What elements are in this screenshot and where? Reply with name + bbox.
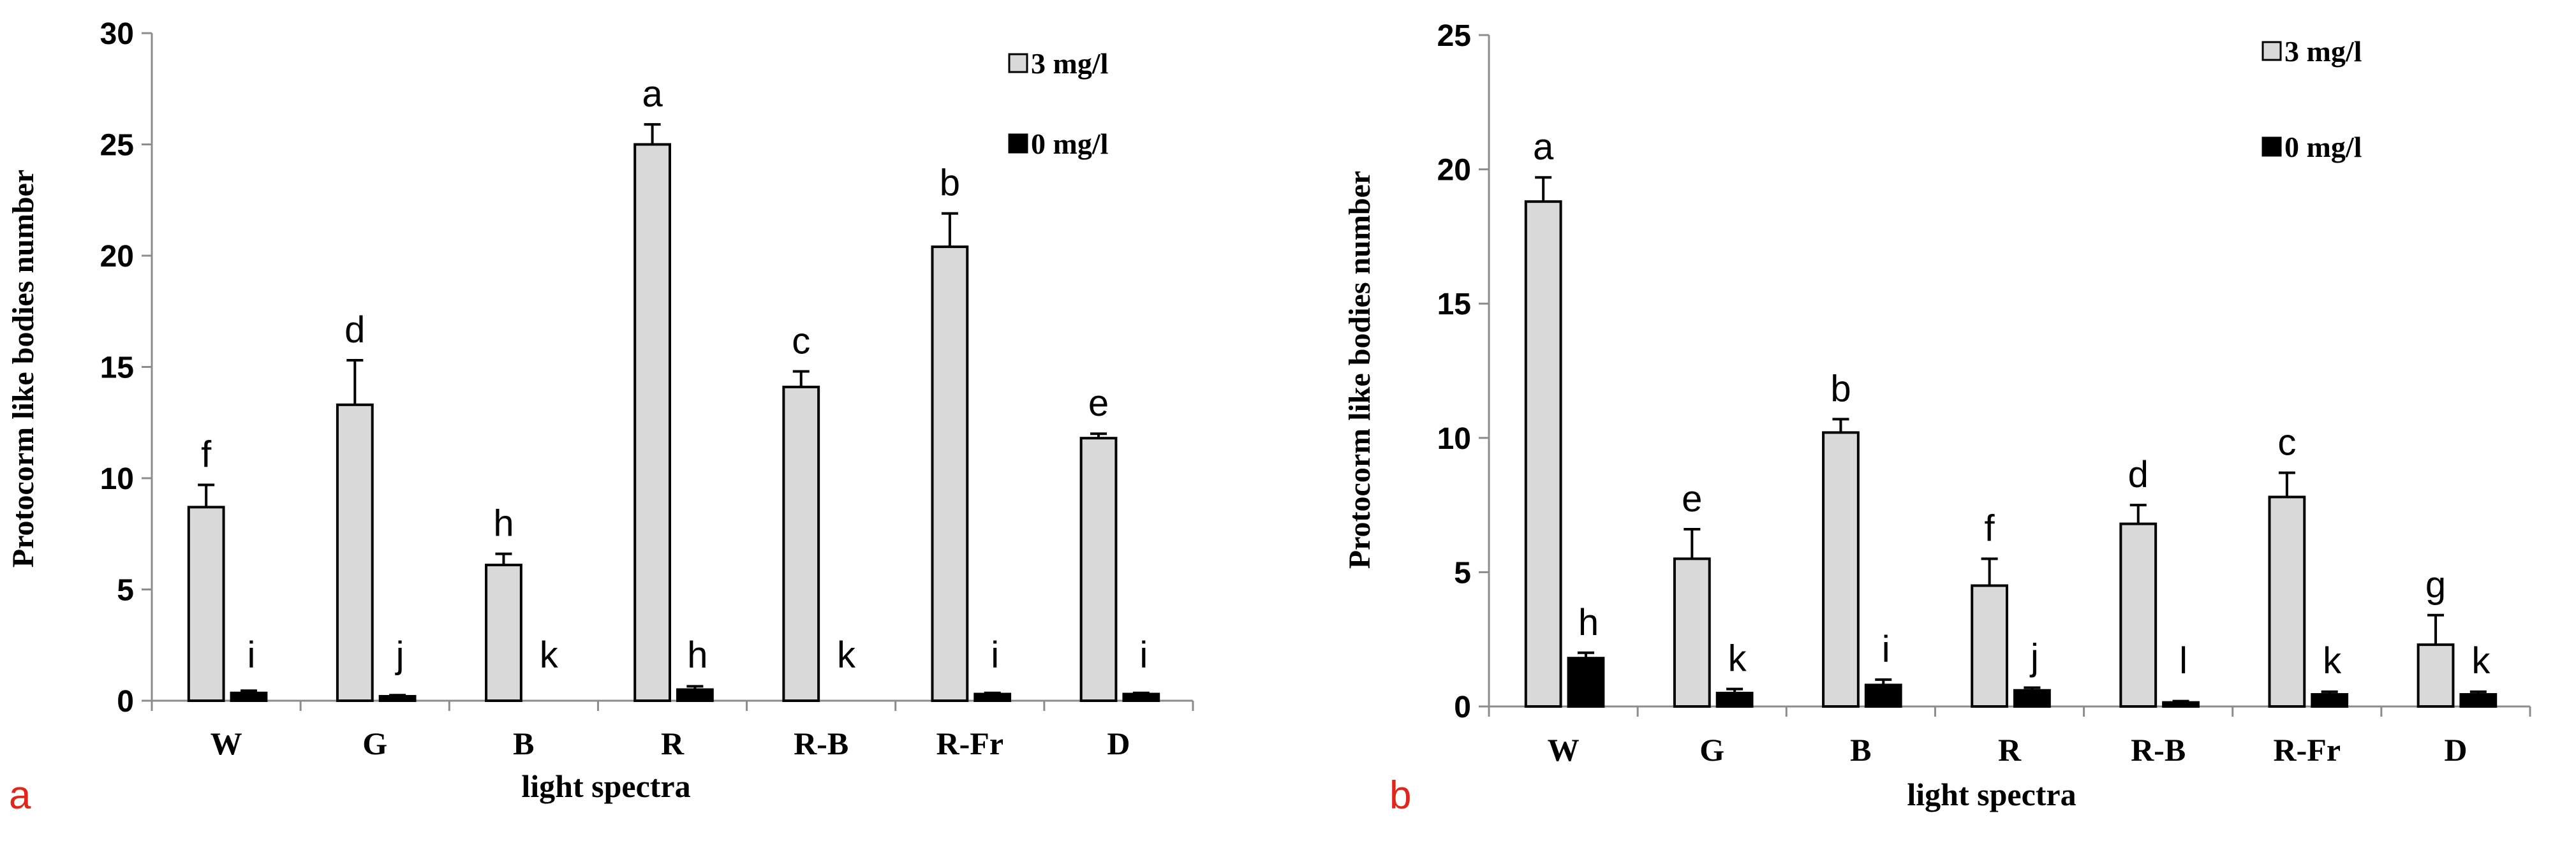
panel-a-bar-3mg [336,403,374,703]
panel-b-significance-letter: h [1578,602,1599,643]
panel-a-panel-label: a [9,773,31,817]
panel-b-x-tick-label: R-B [2131,732,2186,768]
panel-a-significance-letter: c [792,320,810,362]
panel-a-significance-letter: e [1088,383,1109,424]
panel-b-y-axis-title: Protocorm like bodies number [1343,171,1377,569]
panel-b-bar-3mg [1524,200,1562,708]
panel-b-legend-label-3mg: 3 mg/l [2284,35,2362,68]
panel-a-bar-0mg [230,691,268,703]
panel-a-significance-letter: i [248,634,256,676]
panel-b-significance-letter: f [1985,508,1995,549]
panel-a-legend-label-3mg: 3 mg/l [1031,47,1108,80]
panel-a-y-tick-label: 25 [100,129,134,163]
panel-a-bar-3mg [633,143,671,702]
panel-b-x-tick-label: D [2444,732,2467,768]
panel-b-x-tick-label: R-Fr [2274,732,2341,768]
panel-b-significance-letter: k [2323,640,2342,682]
panel-b-bar-3mg [1971,584,2008,708]
panel-b-y-tick-label: 0 [1454,691,1471,724]
panel-a-bar-3mg [931,245,969,703]
panel-a-significance-letter: i [991,634,999,676]
panel-b-significance-letter: d [2128,454,2149,495]
panel-a-x-tick-label: G [362,726,387,761]
panel-b-bar-3mg [2119,522,2158,708]
panel-b-x-tick-label: G [1699,732,1724,768]
panel-a-x-tick-label: W [211,726,242,761]
panel-b-x-tick-label: B [1850,732,1871,768]
panel-b-panel-label: b [1389,773,1411,817]
panel-b-bar-3mg [1673,557,1711,708]
panel-b-y-tick-label: 20 [1437,154,1471,187]
panel-a-x-axis-title: light spectra [521,768,690,804]
panel-a-x-tick-label: D [1107,726,1130,761]
panel-b-significance-letter: g [2425,564,2446,606]
panel-b-bar-0mg [2162,701,2200,708]
panel-a-bar-3mg [187,506,225,702]
panel-a-y-tick-label: 5 [117,574,134,608]
panel-a-significance-letter: i [1139,634,1148,676]
panel-a-significance-letter: k [837,634,856,676]
panel-a-y-tick-label: 10 [100,462,134,496]
panel-a-significance-letter: d [344,309,365,351]
panel-b-bar-0mg [2013,689,2051,708]
panel-a-bar-3mg [1079,437,1118,702]
panel-a-bar-3mg [485,564,522,702]
panel-a-bar-0mg [1122,692,1160,703]
panel-a-significance-letter: h [687,634,707,676]
panel-b-significance-letter: c [2277,422,2296,464]
panel-b-bar-0mg [2311,693,2349,708]
panel-a-significance-letter: f [201,434,212,475]
panel-a-x-tick-label: R-Fr [936,726,1004,761]
panel-b-legend-swatch-0mg [2261,136,2282,157]
panel-a-significance-letter: k [540,634,559,676]
panel-b-x-axis-title: light spectra [1907,777,2076,812]
panel-b-y-tick-label: 25 [1437,19,1471,53]
panel-b-significance-letter: a [1533,126,1554,168]
panel-a-bar-3mg [782,385,820,702]
panel-b-significance-letter: i [1882,629,1890,670]
panel-b-bar-0mg [2459,693,2498,708]
panel-b-bar-0mg [1715,691,1754,708]
panel-b-bar-3mg [2417,643,2455,708]
panel-a-bar-0mg [973,692,1012,703]
panel-a-x-tick-label: B [513,726,534,761]
panel-b-significance-letter: k [2471,640,2491,682]
panel-a-legend-label-0mg: 0 mg/l [1031,128,1108,160]
panel-b-significance-letter: k [1728,638,1747,680]
panel-b-legend-label-0mg: 0 mg/l [2284,131,2362,163]
panel-b-significance-letter: e [1682,478,1702,520]
panel-a-significance-letter: j [395,634,404,676]
panel-a-y-axis-title: Protocorm like bodies number [6,170,40,567]
panel-b-bar-0mg [1864,684,1902,708]
chart-panel-a: 0 5 10 15 20 25 30 W G B R R-B R-Fr Df d h a c b e i j k h k i i 3 … [6,17,1194,817]
panel-b-legend-swatch-3mg [2261,41,2282,61]
panel-a-y-tick-label: 30 [100,17,134,51]
panel-b-x-tick-label: W [1548,732,1580,768]
panel-b-significance-letter: j [2029,637,2039,678]
panel-a-x-tick-label: R [661,726,685,761]
panel-a-legend-swatch-0mg [1008,133,1028,154]
panel-b-x-tick-label: R [1998,732,2022,768]
panel-b-y-tick-label: 5 [1454,556,1471,590]
panel-a-bar-0mg [378,695,417,703]
panel-a-significance-letter: b [940,163,960,204]
panel-a-significance-letter: a [642,73,663,115]
panel-b-significance-letter: b [1830,368,1851,409]
panel-a-legend-swatch-3mg [1008,53,1028,73]
panel-a-x-tick-label: R-B [794,726,848,761]
panel-a-y-tick-label: 0 [117,685,134,719]
panel-a-y-tick-label: 15 [100,351,134,385]
panel-b-bar-3mg [1822,431,1860,708]
panel-b-y-tick-label: 15 [1437,288,1471,321]
panel-b-bar-3mg [2268,495,2306,708]
chart-panel-b: 0 5 10 15 20 25 W G B R R-B R-Fr Da e b f d c g h k i j l k k 3 mg… [1343,19,2531,817]
panel-b-bar-0mg [1567,657,1605,708]
panel-a-significance-letter: h [493,503,514,545]
panel-b-significance-letter: l [2179,640,2187,682]
panel-a-y-tick-label: 20 [100,240,134,274]
panel-b-y-tick-label: 10 [1437,422,1471,456]
panel-a-bar-0mg [676,688,714,703]
